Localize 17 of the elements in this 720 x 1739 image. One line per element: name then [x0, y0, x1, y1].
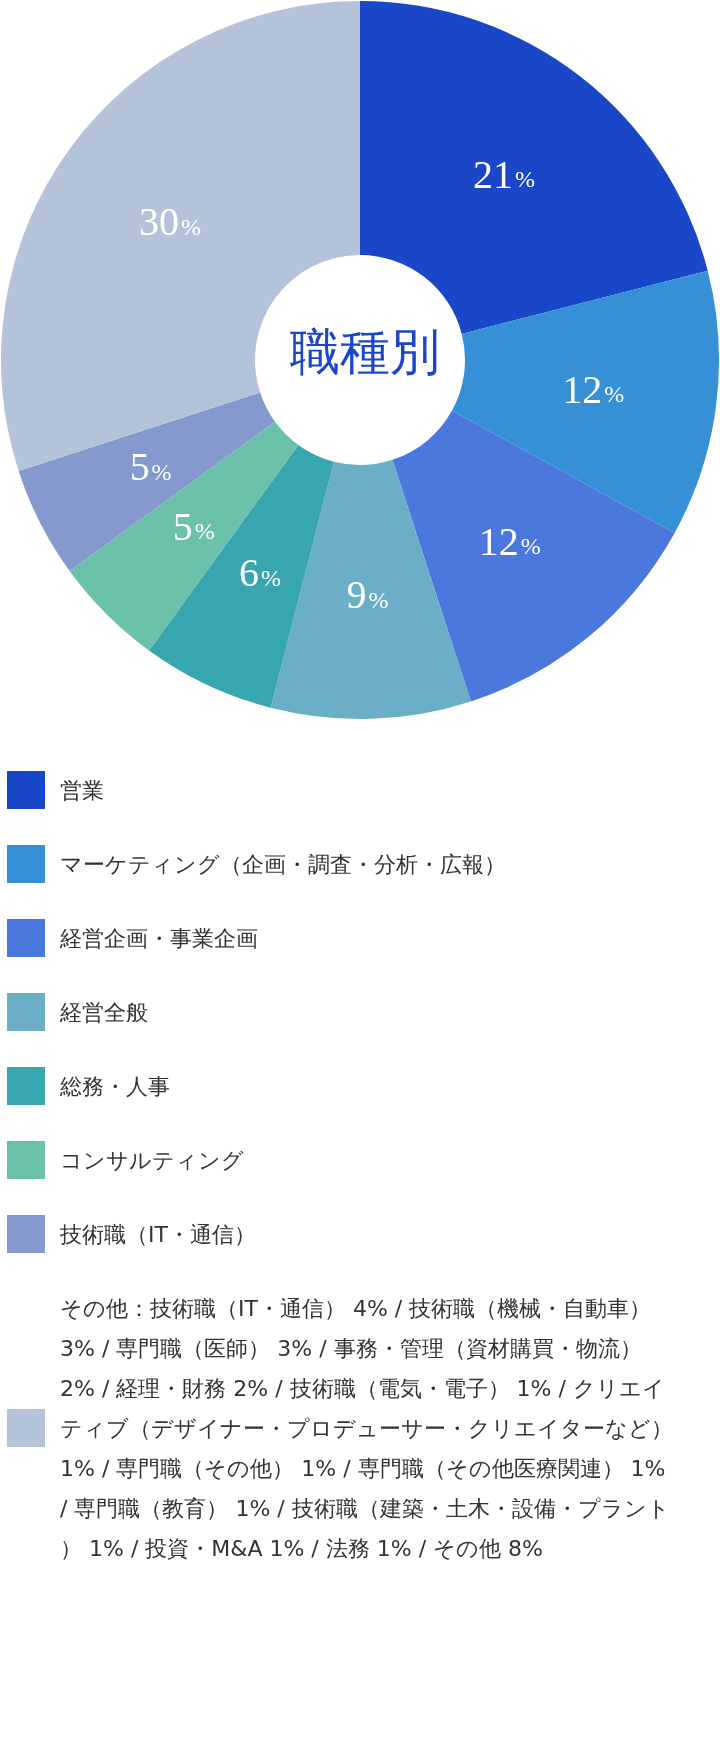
text: 職種別 — [290, 323, 440, 381]
legend-label: 経営企画・事業企画 — [59, 925, 258, 951]
legend-label: コンサルティング — [60, 1147, 244, 1173]
legend-label: その他：技術職（IT・通信） 4% / 技術職（機械・自動車） 3% / 専門職（医師） 3% / 事務・管理（資材購買・物流） 2% / 経理・財務 2% / 技術職（電気・電子） 1% / クリエイティブ（デザイナー・プロデューサー・クリエイターなど） 1% / 専門職（その他） 1% / 専門職（その他医療関連） 1% / 専門職（教育） 1% / 技術職（建築・土木・設備・プラント） 1% / 投資・M&A 1% / 法務 1% / その他 8% — [60, 1295, 680, 1561]
legend-label: 技術職（IT・通信） — [59, 1221, 256, 1247]
data-label: 21% — [473, 151, 536, 197]
legend-label: マーケティング（企画・調査・分析・広報） — [60, 851, 506, 877]
data-label: 6% — [238, 550, 281, 596]
data-label: 12% — [562, 366, 625, 412]
data-label: 12% — [478, 518, 541, 564]
data-label: 30% — [138, 199, 201, 245]
legend-label: 総務・人事 — [59, 1073, 170, 1099]
data-label: 5% — [129, 444, 172, 490]
data-label: 9% — [346, 572, 389, 618]
legend-label: 経営全般 — [59, 999, 148, 1025]
legend-label: 営業 — [60, 777, 104, 803]
data-label: 5% — [172, 503, 215, 549]
